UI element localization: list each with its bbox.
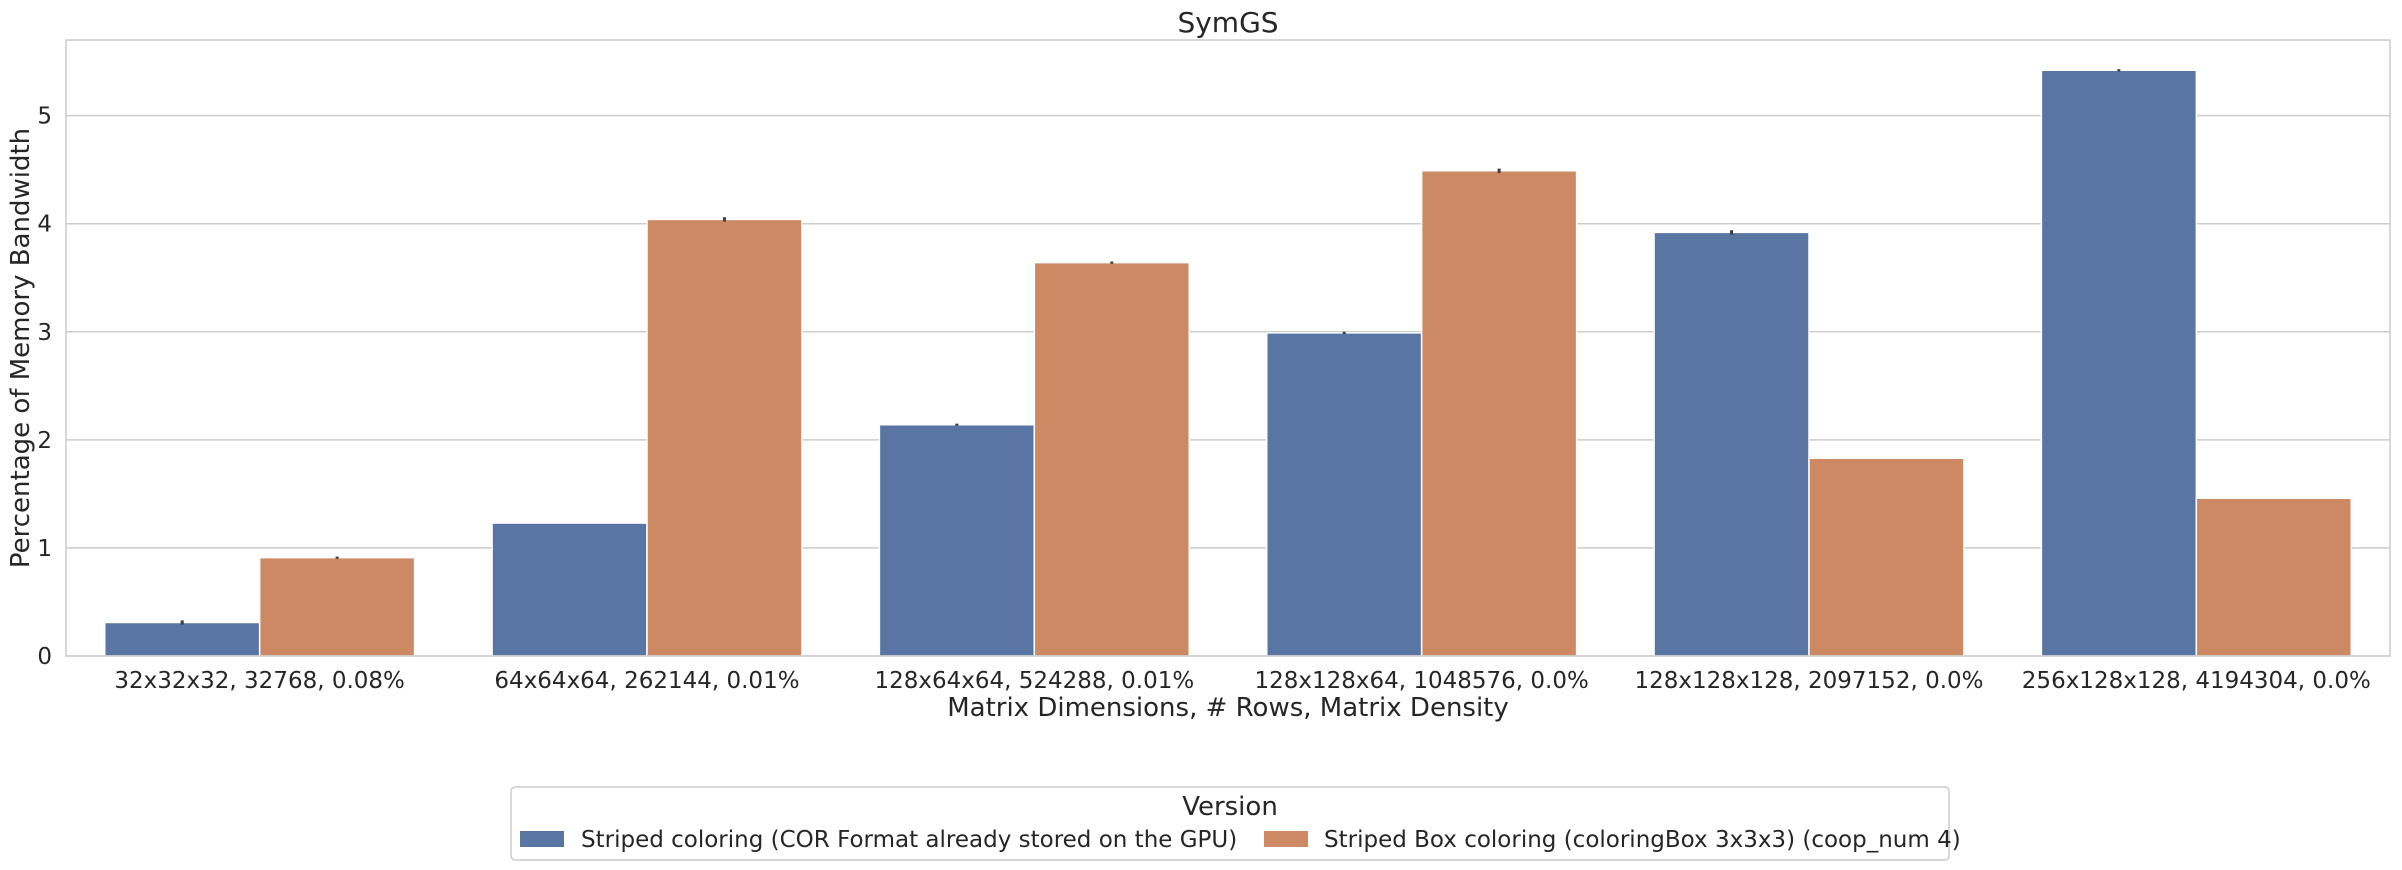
x-tick-label-1: 32x32x32, 32768, 0.08% [114,668,405,694]
bar-striped-coloring-cor-for-6 [2040,69,2198,657]
bar-striped-box-coloring-col-1 [258,556,416,657]
bar-striped-box-coloring-col-5 [1808,457,1965,657]
y-tick-label-3: 3 [37,320,52,346]
bars [103,69,2353,657]
bar-striped-coloring-cor-for-3 [878,423,1036,657]
y-tick-label-2: 2 [37,428,52,454]
bar-striped-coloring-cor-for-5 [1653,231,1810,657]
legend-box [510,786,1950,861]
x-tick-label-2: 64x64x64, 262144, 0.01% [494,668,799,694]
y-tick-label-1: 1 [37,536,52,562]
plot-frame [65,39,2391,657]
bar-striped-box-coloring-col-4 [1420,170,1578,657]
legend-swatch-striped-coloring [520,831,564,847]
error-bars [180,69,2121,625]
x-tick-label-4: 128x128x64, 1048576, 0.0% [1254,668,1588,694]
chart-title: SymGS [1177,6,1278,39]
legend-title: Version [1182,792,1278,822]
bar-striped-coloring-cor-for-2 [491,522,648,657]
y-tick-labels: 0 1 2 3 4 5 [37,104,52,670]
bar-striped-box-coloring-col-6 [2195,497,2353,657]
bar-striped-box-coloring-col-3 [1033,261,1191,657]
x-axis-title: Matrix Dimensions, # Rows, Matrix Densit… [947,693,1509,723]
x-tick-labels: 32x32x32, 32768, 0.08% 64x64x64, 262144, … [114,668,2370,694]
legend-label-striped-coloring: Striped coloring (COR Format already sto… [581,827,1237,853]
x-tick-label-6: 256x128x128, 4194304, 0.0% [2022,668,2371,694]
legend: Version Striped coloring (COR Format alr… [510,786,1961,861]
bar-striped-coloring-cor-for-1 [103,621,261,657]
x-tick-label-5: 128x128x128, 2097152, 0.0% [1634,668,1983,694]
x-tick-label-3: 128x64x64, 524288, 0.01% [874,668,1194,694]
legend-swatch-striped-box-coloring [1264,831,1308,847]
y-tick-label-5: 5 [37,104,52,130]
legend-label-striped-box-coloring: Striped Box coloring (coloringBox 3x3x3)… [1324,827,1961,853]
y-tick-label-0: 0 [37,644,52,670]
bar-striped-box-coloring-col-2 [646,218,803,657]
y-axis-title: Percentage of Memory Bandwidth [6,128,36,568]
y-tick-label-4: 4 [37,212,52,238]
bar-striped-coloring-cor-for-4 [1265,332,1423,657]
